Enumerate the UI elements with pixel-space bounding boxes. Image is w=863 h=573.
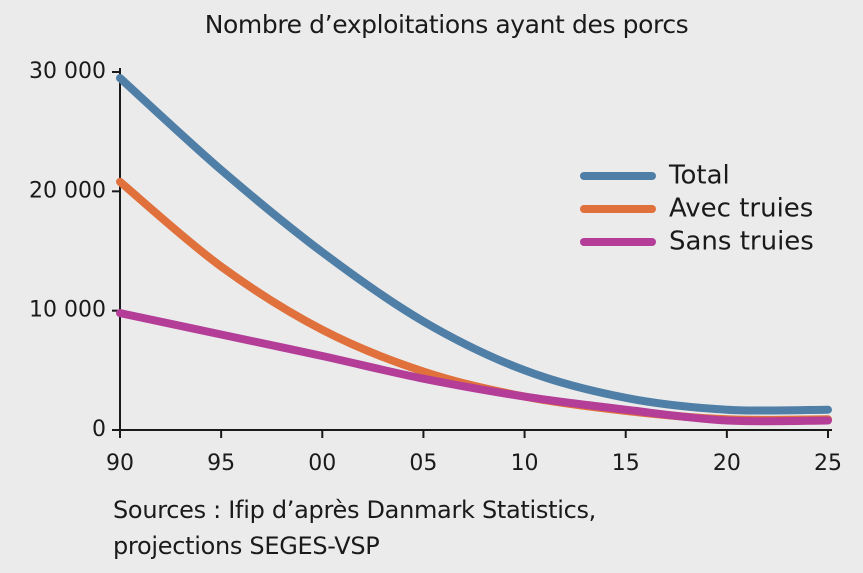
series-line-sans-truies <box>116 309 832 426</box>
legend-label-avec-truies: Avec truies <box>669 194 813 224</box>
x-tick-label: 15 <box>612 451 640 476</box>
x-tick-label: 05 <box>409 451 437 476</box>
source-line-2: projections SEGES-VSP <box>113 532 380 560</box>
y-tick-label: 30 000 <box>29 59 106 84</box>
x-tick-label: 20 <box>713 451 741 476</box>
x-tick-label: 00 <box>308 451 336 476</box>
source-note: Sources : Ifip d’après Danmark Statistic… <box>113 492 596 564</box>
x-tick-label: 25 <box>814 451 842 476</box>
y-tick-label: 10 000 <box>29 298 106 323</box>
x-tick-label: 95 <box>207 451 235 476</box>
x-tick-label: 90 <box>106 451 134 476</box>
legend-label-total: Total <box>668 161 730 191</box>
x-tick-label: 10 <box>511 451 539 476</box>
chart-title: Nombre d’exploitations ayant des porcs <box>204 10 689 39</box>
y-tick-label: 0 <box>92 417 106 442</box>
legend-label-sans-truies: Sans truies <box>669 227 814 257</box>
source-line-1: Sources : Ifip d’après Danmark Statistic… <box>113 496 596 524</box>
series-line-total <box>116 74 832 415</box>
y-tick-label: 20 000 <box>29 178 106 203</box>
